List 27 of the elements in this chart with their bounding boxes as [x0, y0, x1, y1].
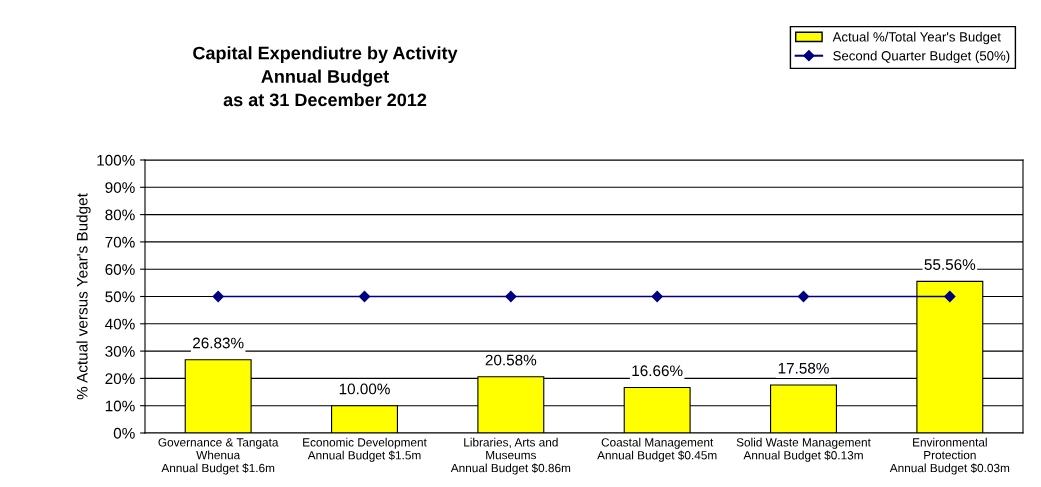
y-tick-label: 20%: [105, 373, 135, 385]
x-tick-label: Economic Development Annual Budget $1.5m: [303, 437, 427, 462]
y-tick-label: 50%: [105, 291, 135, 303]
chart-title: Capital Expendiutre by Activity Annual Budget as at 31 December 2012: [193, 46, 458, 107]
y-tick-label: 30%: [105, 345, 135, 357]
y-tick-label: 90%: [105, 182, 135, 193]
y-axis-title: % Actual versus Year's Budget: [76, 193, 91, 400]
data-label: 55.56%: [924, 259, 976, 270]
y-tick-label: 60%: [105, 264, 135, 275]
x-tick-label: Libraries, Arts and Museums Annual Budget $0.86m: [450, 437, 571, 475]
data-label: 16.66%: [632, 365, 683, 377]
x-tick-label: Governance & Tangata Whenua Annual Budget $1.6m: [158, 438, 279, 475]
y-tick-label: 10%: [105, 400, 135, 412]
x-tick-label: Solid Waste Management Annual Budget $0.13m: [736, 437, 871, 462]
x-tick-label: Coastal Management Annual Budget $0.45m: [597, 437, 717, 462]
y-tick-label: 70%: [105, 236, 135, 248]
data-label: 20.58%: [485, 354, 537, 366]
legend-label: Actual %/Total Year's Budget: [832, 31, 1001, 45]
data-label: 26.83%: [193, 337, 244, 349]
data-label: 10.00%: [339, 383, 390, 395]
x-tick-label: Environmental Protection Annual Budget $0.03m: [889, 437, 1010, 475]
y-tick-label: 100%: [97, 154, 135, 166]
legend-label: Second Quarter Budget (50%): [833, 50, 1010, 64]
y-tick-label: 80%: [105, 209, 135, 221]
data-label: 17.58%: [778, 362, 829, 374]
y-tick-label: 0%: [113, 427, 135, 439]
y-tick-label: 40%: [105, 318, 135, 330]
